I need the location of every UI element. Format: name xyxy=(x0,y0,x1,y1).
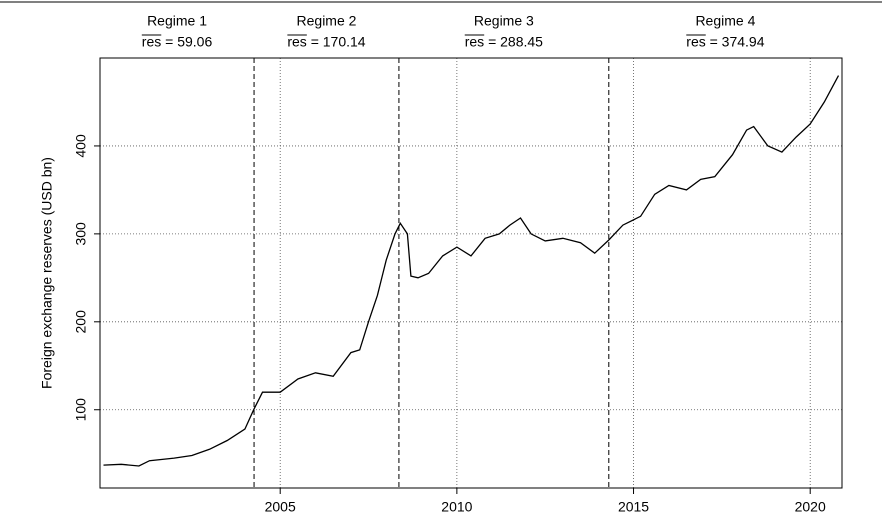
x-tick-label: 2010 xyxy=(441,499,472,515)
regime-mean: res = 59.06 xyxy=(142,34,213,50)
regime-mean: res = 170.14 xyxy=(287,34,365,50)
x-tick-label: 2005 xyxy=(265,499,296,515)
plot-frame xyxy=(99,57,843,489)
y-tick-label: 300 xyxy=(73,222,89,246)
regime-name: Regime 1 xyxy=(147,13,207,29)
regime-mean: res = 288.45 xyxy=(465,34,543,50)
y-axis-label: Foreign exchange reserves (USD bn) xyxy=(39,157,55,389)
y-tick-label: 400 xyxy=(73,134,89,158)
x-tick-label: 2015 xyxy=(618,499,649,515)
regime-mean: res = 374.94 xyxy=(686,34,764,50)
regime-name: Regime 4 xyxy=(695,13,755,29)
y-tick-label: 200 xyxy=(73,310,89,334)
y-tick-label: 100 xyxy=(73,398,89,422)
x-tick-label: 2020 xyxy=(795,499,826,515)
regime-name: Regime 2 xyxy=(297,13,357,29)
series-line xyxy=(103,75,840,467)
regime-name: Regime 3 xyxy=(474,13,534,29)
